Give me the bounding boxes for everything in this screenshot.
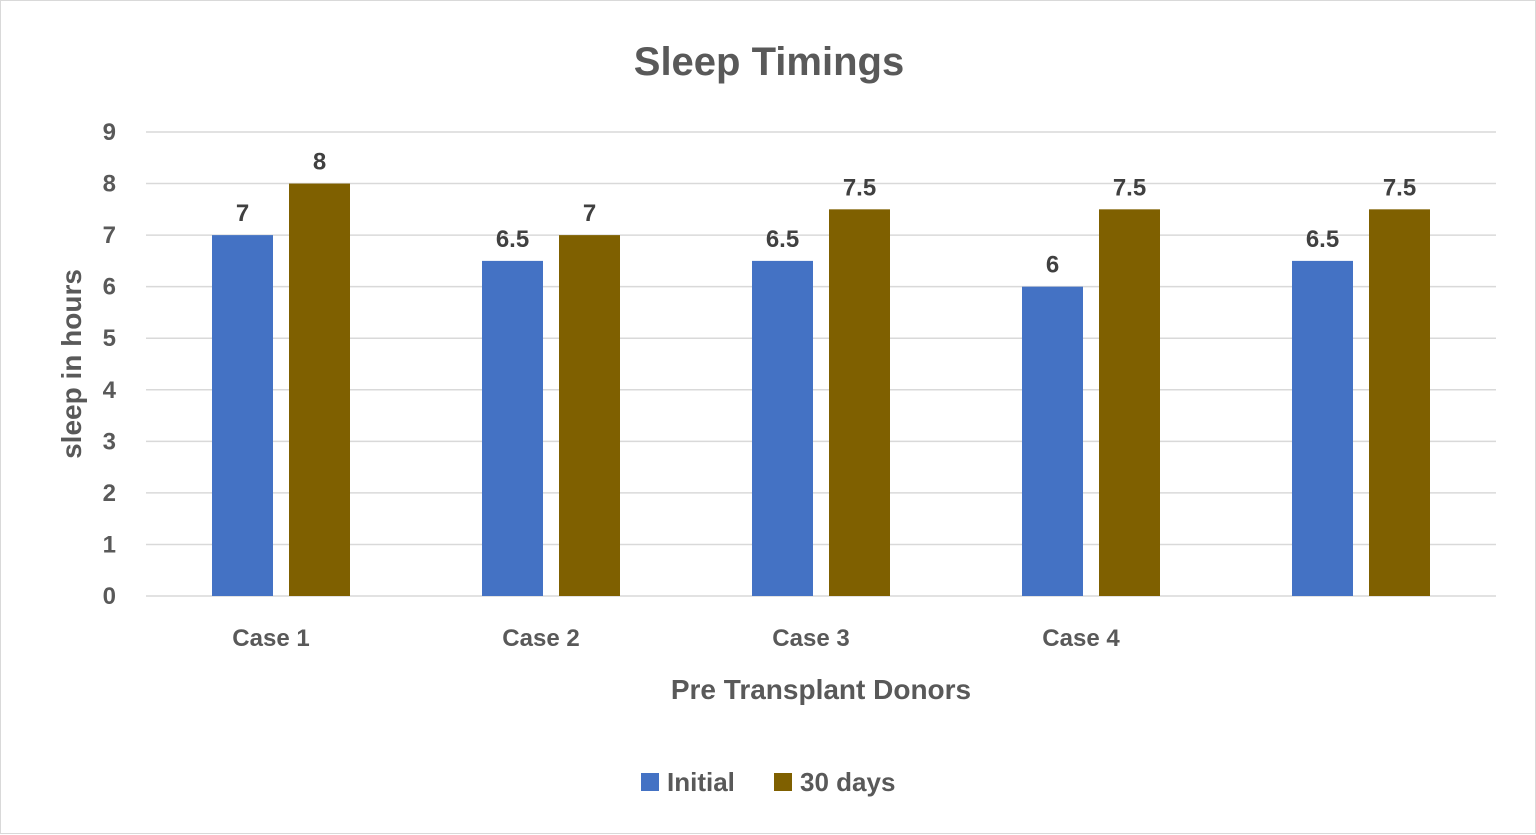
x-tick-label: Case 4 bbox=[1042, 625, 1120, 652]
x-tick-label: Case 2 bbox=[502, 625, 579, 652]
legend: Initial 30 days bbox=[641, 767, 895, 797]
data-labels: 7 8 6.5 7 6.5 7.5 6 7.5 6.5 7.5 bbox=[236, 149, 1416, 279]
x-tick-label: Case 1 bbox=[232, 625, 309, 652]
y-tick-label: 2 bbox=[103, 480, 116, 507]
bar bbox=[1292, 260, 1353, 596]
bar bbox=[559, 235, 620, 596]
data-label: 6 bbox=[1046, 252, 1059, 279]
y-tick-label: 3 bbox=[103, 428, 116, 455]
bars bbox=[212, 183, 1430, 597]
data-label: 7 bbox=[236, 200, 249, 227]
y-tick-label: 6 bbox=[103, 274, 116, 301]
y-tick-label: 9 bbox=[103, 119, 116, 146]
data-label: 7.5 bbox=[1113, 174, 1146, 201]
x-tick-label: Case 3 bbox=[772, 625, 849, 652]
legend-swatch bbox=[774, 773, 792, 791]
data-label: 7.5 bbox=[1383, 174, 1416, 201]
bar bbox=[752, 260, 813, 596]
bar bbox=[212, 235, 273, 596]
legend-swatch bbox=[641, 773, 659, 791]
bar bbox=[1022, 286, 1083, 596]
y-axis-ticks: 0 1 2 3 4 5 6 7 8 9 bbox=[103, 119, 117, 610]
y-tick-label: 7 bbox=[103, 222, 116, 249]
y-tick-label: 8 bbox=[103, 171, 116, 198]
gridlines bbox=[146, 131, 1496, 597]
x-axis-ticks: Case 1 Case 2 Case 3 Case 4 bbox=[232, 625, 1120, 652]
bar bbox=[482, 260, 543, 596]
bar bbox=[1099, 209, 1160, 597]
bar bbox=[1369, 209, 1430, 597]
data-label: 7.5 bbox=[843, 174, 876, 201]
data-label: 6.5 bbox=[496, 226, 529, 253]
data-label: 7 bbox=[583, 200, 596, 227]
bar bbox=[289, 183, 350, 597]
bar bbox=[829, 209, 890, 597]
y-tick-label: 0 bbox=[103, 583, 116, 610]
chart-title: Sleep Timings bbox=[634, 40, 904, 84]
legend-label: 30 days bbox=[800, 767, 895, 797]
data-label: 6.5 bbox=[766, 226, 799, 253]
y-tick-label: 1 bbox=[103, 531, 116, 558]
data-label: 6.5 bbox=[1306, 226, 1339, 253]
y-tick-label: 5 bbox=[103, 325, 116, 352]
y-tick-label: 4 bbox=[103, 377, 117, 404]
x-axis-title: Pre Transplant Donors bbox=[671, 674, 971, 705]
y-axis-title: sleep in hours bbox=[56, 269, 87, 459]
legend-label: Initial bbox=[667, 767, 735, 797]
data-label: 8 bbox=[313, 149, 326, 176]
